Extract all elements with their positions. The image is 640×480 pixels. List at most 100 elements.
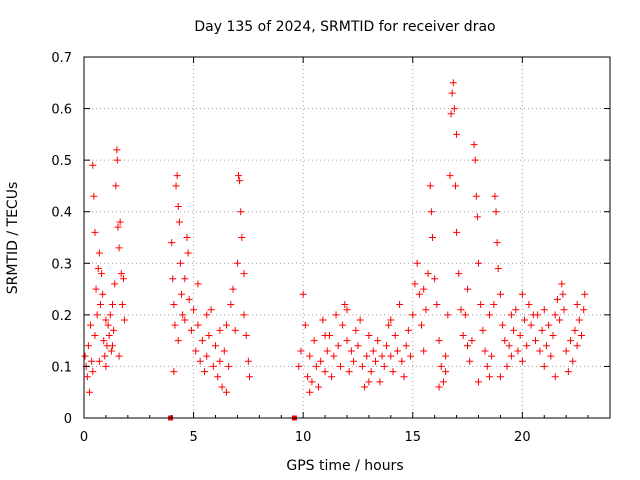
data-point <box>170 368 178 376</box>
data-point <box>573 342 581 350</box>
data-point <box>113 156 121 164</box>
data-point <box>236 177 244 185</box>
data-point <box>466 357 474 365</box>
data-point <box>245 373 253 381</box>
data-point <box>580 306 588 314</box>
data-point <box>490 301 498 309</box>
data-point <box>90 192 98 200</box>
data-point <box>507 311 515 319</box>
data-point <box>420 285 428 293</box>
data-point <box>187 326 195 334</box>
data-point <box>578 331 586 339</box>
data-point <box>343 306 351 314</box>
data-point <box>404 326 412 334</box>
data-point <box>194 321 202 329</box>
data-point <box>227 301 235 309</box>
data-point <box>218 383 226 391</box>
data-point <box>190 306 198 314</box>
data-point <box>371 357 379 365</box>
y-axis-title: SRMTID / TECUs <box>5 182 21 295</box>
data-point <box>350 357 358 365</box>
data-point <box>83 373 91 381</box>
data-point <box>323 347 331 355</box>
data-point <box>374 337 382 345</box>
data-point <box>170 301 178 309</box>
data-point <box>198 337 206 345</box>
data-point <box>378 352 386 360</box>
data-point <box>525 301 533 309</box>
data-point <box>545 321 553 329</box>
data-point <box>483 362 491 370</box>
data-point <box>424 270 432 278</box>
y-tick-label: 0.1 <box>51 360 72 375</box>
data-point <box>172 182 180 190</box>
data-point <box>365 378 373 386</box>
data-point <box>203 352 211 360</box>
data-point <box>168 239 176 247</box>
data-point <box>437 362 445 370</box>
data-point <box>171 321 179 329</box>
data-point <box>101 352 109 360</box>
data-point <box>174 203 182 211</box>
data-point <box>95 357 103 365</box>
data-point <box>387 316 395 324</box>
data-point <box>451 182 459 190</box>
data-point <box>407 352 415 360</box>
plot-frame <box>83 56 611 419</box>
data-point <box>518 357 526 365</box>
data-point <box>192 347 200 355</box>
data-point <box>380 362 388 370</box>
data-point <box>382 342 390 350</box>
data-point <box>507 352 515 360</box>
data-point <box>306 352 314 360</box>
data-point <box>558 280 566 288</box>
data-point <box>455 270 463 278</box>
data-point <box>88 357 96 365</box>
data-point <box>222 321 230 329</box>
data-point <box>409 311 417 319</box>
data-point <box>518 290 526 298</box>
data-point <box>444 311 452 319</box>
data-point <box>185 295 193 303</box>
data-point <box>510 326 518 334</box>
data-point <box>503 362 511 370</box>
data-point <box>115 352 123 360</box>
y-tick-label: 0.7 <box>51 51 72 66</box>
data-point <box>523 342 531 350</box>
data-point <box>297 347 305 355</box>
data-point <box>332 311 340 319</box>
data-point <box>181 316 189 324</box>
data-point <box>179 311 187 319</box>
data-point <box>549 331 557 339</box>
data-point <box>194 280 202 288</box>
data-point <box>571 326 579 334</box>
data-point <box>442 368 450 376</box>
data-point <box>450 105 458 113</box>
axis-ticks: 0 0.1 0.2 0.3 0.4 0.5 0.6 0.7 0 5 10 15 20 <box>51 51 611 445</box>
x-axis-title: GPS time / hours <box>286 458 403 474</box>
data-point <box>481 347 489 355</box>
data-point <box>435 337 443 345</box>
data-point <box>485 311 493 319</box>
data-point <box>426 182 434 190</box>
data-point <box>310 337 318 345</box>
data-point <box>105 331 113 339</box>
data-point <box>102 316 110 324</box>
data-point <box>184 249 192 257</box>
data-point <box>347 347 355 355</box>
data-point <box>449 79 457 87</box>
y-tick-label: 0.5 <box>51 154 72 169</box>
data-point <box>494 264 502 272</box>
data-point <box>91 228 99 236</box>
data-point <box>461 311 469 319</box>
data-point <box>553 295 561 303</box>
data-point <box>477 301 485 309</box>
data-point <box>173 172 181 180</box>
data-point <box>428 234 436 241</box>
x-tick-label: 10 <box>295 430 312 445</box>
data-point <box>356 316 364 324</box>
data-point <box>89 161 97 169</box>
data-point <box>295 362 303 370</box>
data-point <box>207 306 215 314</box>
data-point <box>499 321 507 329</box>
